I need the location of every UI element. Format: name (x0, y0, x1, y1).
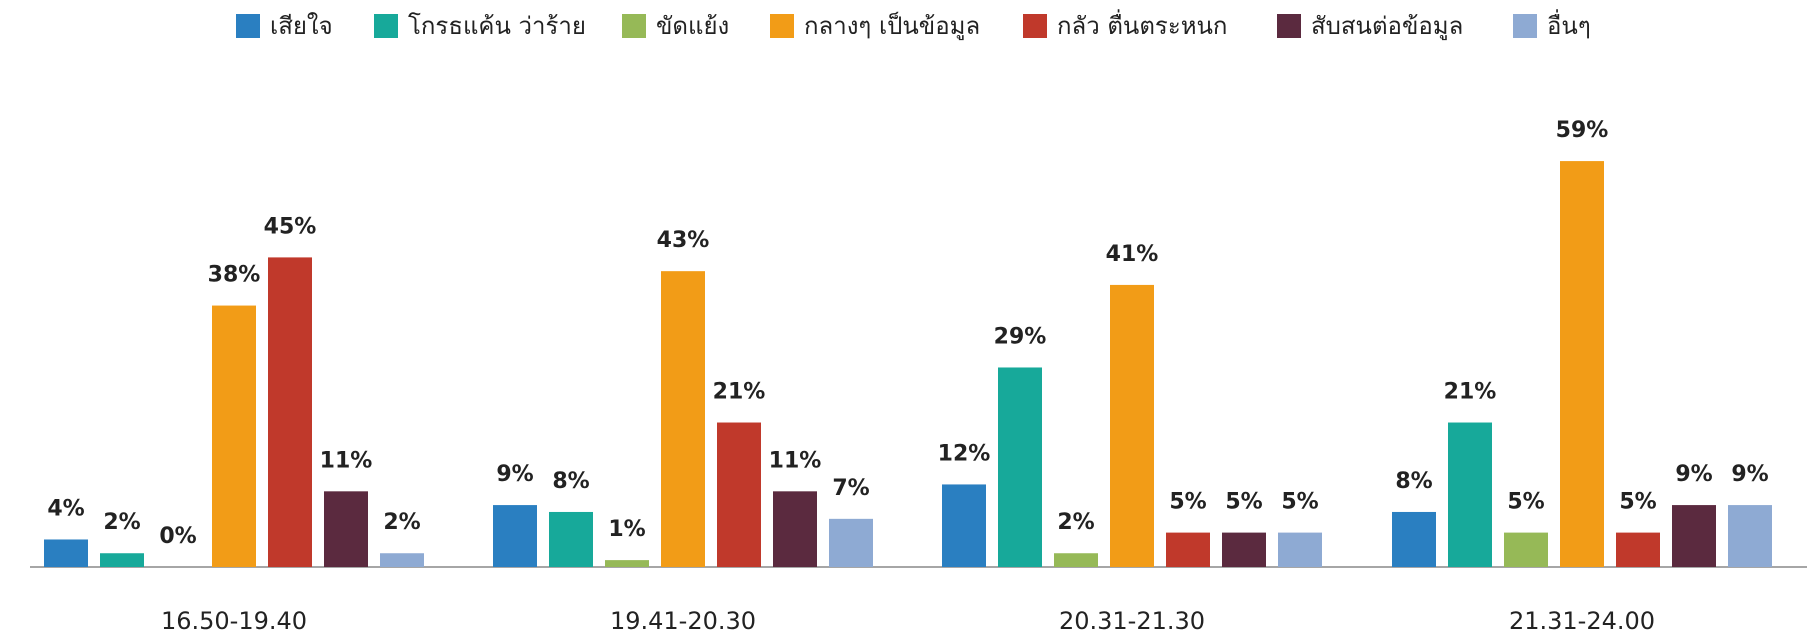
data-label: 8% (1395, 469, 1432, 494)
data-label: 59% (1556, 118, 1609, 143)
data-label: 8% (552, 469, 589, 494)
x-tick-label: 21.31-24.00 (1509, 607, 1655, 635)
bar (773, 491, 817, 567)
bar (100, 553, 144, 567)
legend-label: ขัดแย้ง (656, 12, 729, 40)
data-label: 0% (159, 524, 196, 549)
data-label: 5% (1619, 490, 1656, 515)
legend-label: สับสนต่อข้อมูล (1311, 12, 1463, 41)
data-label: 41% (1106, 242, 1159, 267)
legend-swatch (1513, 14, 1537, 38)
bar (1222, 532, 1266, 567)
bar (661, 271, 705, 567)
data-label: 9% (1675, 462, 1712, 487)
data-label: 43% (657, 228, 710, 253)
legend-label: อื่นๆ (1547, 9, 1591, 40)
legend-label: เสียใจ (270, 12, 333, 40)
bar (1110, 284, 1154, 567)
data-label: 11% (320, 448, 373, 473)
data-label: 5% (1281, 490, 1318, 515)
data-label: 12% (938, 441, 991, 466)
bar (829, 518, 873, 567)
bar (268, 257, 312, 567)
bar (212, 305, 256, 567)
data-label: 45% (264, 214, 317, 239)
legend-label: กลางๆ เป็นข้อมูล (804, 11, 980, 41)
data-label: 5% (1169, 490, 1206, 515)
bar (1728, 505, 1772, 567)
data-label: 1% (608, 517, 645, 542)
bar (998, 367, 1042, 567)
legend-swatch (1023, 14, 1047, 38)
bar (942, 484, 986, 567)
data-label: 21% (713, 380, 766, 405)
bar (605, 560, 649, 567)
bar (1672, 505, 1716, 567)
legend-swatch (770, 14, 794, 38)
data-label: 29% (994, 324, 1047, 349)
data-label: 4% (47, 496, 84, 521)
bar (1278, 532, 1322, 567)
data-label: 2% (383, 510, 420, 535)
bar (1054, 553, 1098, 567)
bar (380, 553, 424, 567)
legend-label: กลัว ตื่นตระหนก (1057, 9, 1227, 40)
legend-swatch (1277, 14, 1301, 38)
data-label: 5% (1507, 490, 1544, 515)
legend-swatch (374, 14, 398, 38)
bar (1392, 511, 1436, 567)
bar (1560, 161, 1604, 567)
bar (549, 511, 593, 567)
bar (1166, 532, 1210, 567)
data-label: 9% (1731, 462, 1768, 487)
legend-label: โกรธแค้น ว่าร้าย (408, 12, 586, 40)
legend-swatch (622, 14, 646, 38)
data-label: 7% (832, 476, 869, 501)
data-label: 2% (103, 510, 140, 535)
bar (717, 422, 761, 567)
bar (1448, 422, 1492, 567)
data-label: 5% (1225, 490, 1262, 515)
data-label: 38% (208, 263, 261, 288)
bar (1504, 532, 1548, 567)
legend-swatch (236, 14, 260, 38)
data-label: 21% (1444, 380, 1497, 405)
bar (44, 539, 88, 567)
bar (1616, 532, 1660, 567)
data-label: 9% (496, 462, 533, 487)
bar (493, 505, 537, 567)
data-label: 11% (769, 448, 822, 473)
bar (324, 491, 368, 567)
data-label: 2% (1057, 510, 1094, 535)
x-tick-label: 20.31-21.30 (1059, 607, 1205, 635)
x-tick-label: 16.50-19.40 (161, 607, 307, 635)
x-tick-label: 19.41-20.30 (610, 607, 756, 635)
